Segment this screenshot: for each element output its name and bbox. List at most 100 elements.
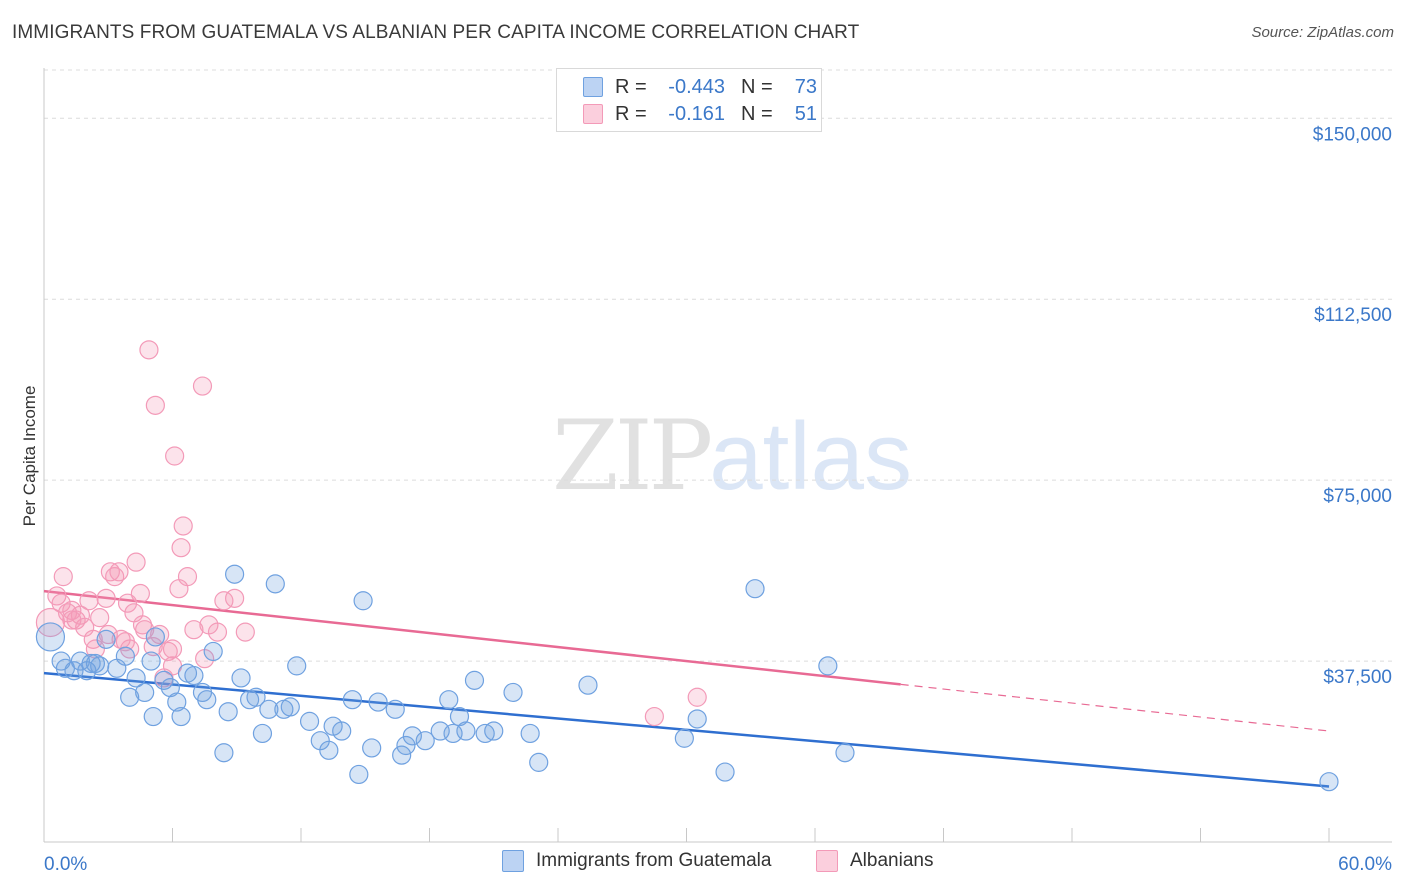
point-albanian	[177, 567, 198, 587]
point-guatemala	[259, 699, 279, 719]
y-tick-label: $112,500	[1314, 305, 1392, 326]
point-guatemala	[392, 745, 412, 765]
point-guatemala	[287, 656, 307, 676]
point-guatemala	[225, 564, 245, 584]
point-guatemala	[818, 656, 838, 676]
legend-n-label: N =	[741, 102, 773, 125]
point-guatemala	[464, 670, 485, 690]
series-legend-guatemala[interactable]: Immigrants from Guatemala	[502, 850, 771, 872]
point-guatemala	[246, 687, 266, 707]
legend-r-value: -0.161	[668, 102, 725, 125]
point-guatemala	[231, 668, 251, 688]
axes	[43, 68, 1392, 843]
point-albanian	[51, 593, 71, 613]
point-guatemala	[1319, 772, 1339, 792]
source-label: Source: ZipAtlas.com	[1251, 24, 1394, 41]
point-albanian	[143, 636, 163, 657]
point-albanian	[171, 538, 191, 558]
point-guatemala	[687, 709, 707, 729]
point-guatemala	[368, 692, 388, 712]
point-albanian	[90, 608, 110, 628]
point-guatemala	[402, 726, 422, 746]
point-guatemala	[529, 752, 549, 772]
point-guatemala	[439, 690, 459, 710]
point-albanian	[96, 588, 116, 608]
axis-labels: $37,500 $75,000 $112,500 $150,000 0.0% 60.0% P…	[20, 124, 1392, 875]
point-albanian	[135, 620, 155, 640]
point-albanian	[130, 583, 150, 604]
x-tick-label-max: 60.0%	[1338, 854, 1392, 875]
point-guatemala	[197, 690, 217, 710]
point-guatemala	[835, 743, 855, 763]
point-albanian	[53, 567, 73, 587]
point-albanian	[126, 552, 146, 572]
point-guatemala	[456, 721, 476, 741]
series-legend-albanian[interactable]: Albanians	[816, 850, 933, 872]
point-guatemala	[171, 706, 191, 727]
gridlines	[44, 69, 1392, 662]
point-guatemala	[145, 627, 165, 647]
point-guatemala	[578, 675, 598, 695]
point-albanian	[145, 395, 165, 415]
point-guatemala	[520, 723, 540, 744]
trend-lines	[43, 589, 1330, 788]
point-guatemala	[280, 697, 300, 717]
point-albanian	[207, 622, 228, 642]
point-guatemala	[353, 591, 373, 611]
legend-n-label: N =	[741, 75, 773, 98]
point-guatemala	[81, 653, 101, 674]
series-legend: Immigrants from Guatemala Albanians	[0, 850, 1406, 878]
point-albanian	[192, 376, 213, 396]
point-guatemala	[396, 735, 416, 756]
trend-line-albanian-extrapolated	[900, 683, 1330, 732]
point-albanian	[644, 706, 664, 727]
point-guatemala	[319, 740, 339, 760]
point-guatemala	[214, 743, 234, 763]
series-label-albanian: Albanians	[850, 850, 934, 871]
y-tick-label: $37,500	[1323, 667, 1392, 688]
legend-swatch-guatemala	[583, 77, 603, 97]
point-albanian	[687, 687, 707, 707]
point-albanian	[79, 591, 99, 611]
legend-row-guatemala: R = -0.443 N = 73	[557, 73, 817, 101]
series-label-guatemala: Immigrants from Guatemala	[536, 850, 772, 871]
point-guatemala	[349, 764, 369, 785]
legend-swatch-albanian	[583, 104, 603, 124]
legend-row-albanian: R = -0.161 N = 51	[557, 100, 817, 128]
y-tick-label: $150,000	[1313, 124, 1392, 145]
point-guatemala	[342, 690, 362, 710]
point-guatemala	[167, 692, 187, 712]
point-guatemala	[503, 682, 523, 703]
chart-title: IMMIGRANTS FROM GUATEMALA VS ALBANIAN PE…	[12, 22, 860, 43]
point-guatemala	[115, 646, 135, 666]
point-guatemala	[126, 668, 146, 688]
point-albanian	[139, 340, 159, 360]
point-guatemala	[96, 629, 116, 649]
point-guatemala	[332, 721, 352, 741]
point-guatemala	[154, 670, 174, 690]
point-guatemala	[385, 699, 405, 719]
point-albanian	[62, 610, 82, 630]
point-guatemala	[745, 579, 765, 599]
point-albanian	[117, 593, 138, 613]
point-guatemala	[265, 574, 285, 594]
point-albanian	[165, 446, 185, 466]
series-swatch-guatemala	[502, 850, 524, 872]
legend-r-label: R =	[615, 102, 647, 125]
legend-n-value: 51	[794, 102, 817, 125]
y-axis-label: Per Capita Income	[20, 386, 39, 527]
data-points	[35, 340, 1339, 792]
point-guatemala	[120, 687, 140, 707]
point-albanian	[235, 622, 255, 642]
point-guatemala	[135, 682, 155, 703]
point-guatemala	[184, 665, 204, 686]
series-swatch-albanian	[816, 850, 838, 872]
point-guatemala	[252, 723, 273, 744]
point-albanian	[132, 615, 153, 635]
point-albanian	[109, 562, 129, 582]
point-guatemala	[674, 728, 694, 748]
point-albanian	[173, 516, 193, 536]
point-guatemala	[415, 731, 435, 751]
point-guatemala	[35, 622, 66, 652]
